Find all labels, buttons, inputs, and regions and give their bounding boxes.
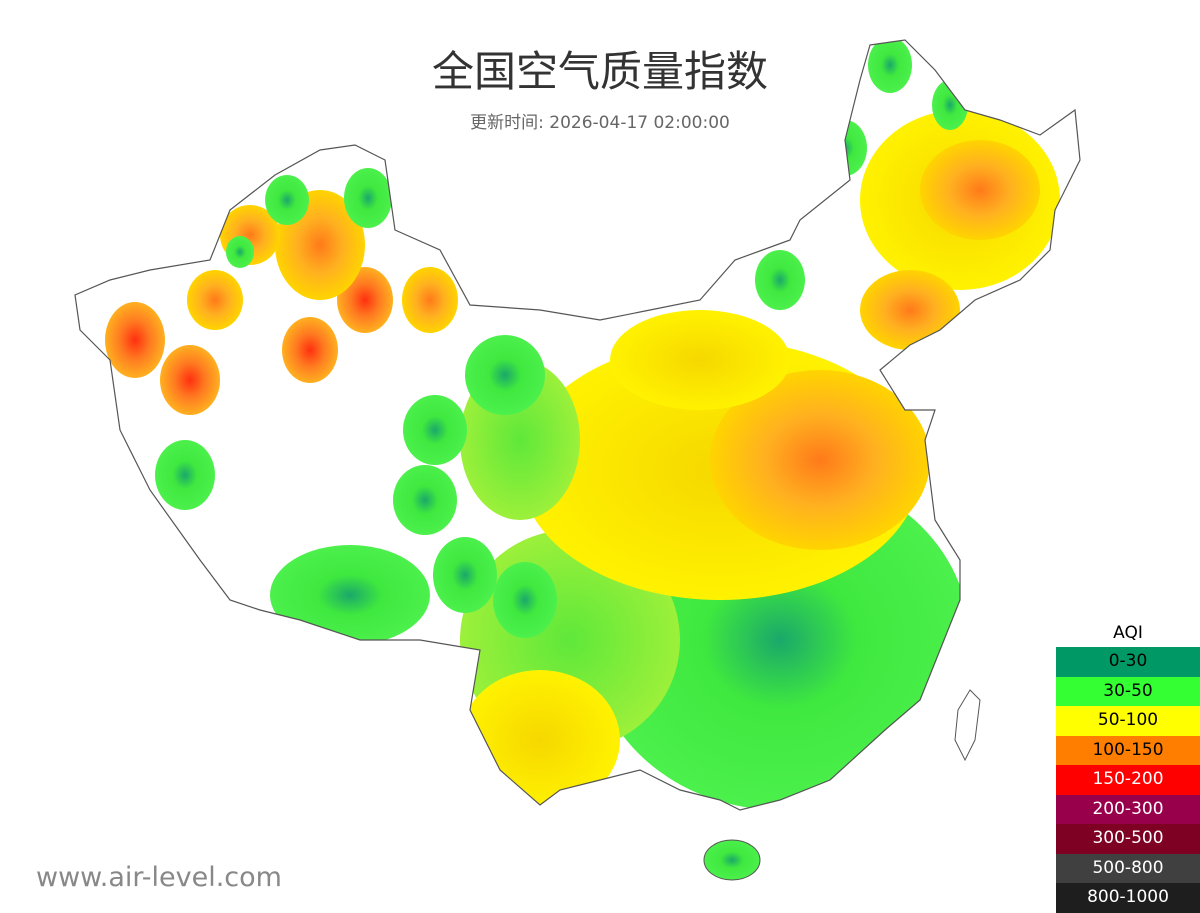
- legend-item: 100-150: [1056, 735, 1200, 765]
- legend-item: 300-500: [1056, 824, 1200, 854]
- subtitle: 更新时间: 2026-04-17 02:00:00: [470, 113, 730, 133]
- legend-item: 500-800: [1056, 853, 1200, 883]
- legend: AQI 0-30 30-50 50-100 100-150 150-200 200-300…: [1056, 620, 1200, 913]
- hainan: [703, 839, 761, 881]
- legend-item: 200-300: [1056, 794, 1200, 824]
- title: 全国空气质量指数: [431, 47, 768, 96]
- taiwan: [954, 689, 981, 762]
- country-border: [74, 39, 1081, 811]
- watermark: www.air-level.com: [36, 862, 282, 893]
- legend-item: 0-30: [1056, 647, 1200, 677]
- legend-item: 30-50: [1056, 676, 1200, 706]
- aqi-surface: [105, 40, 1060, 810]
- legend-title: AQI: [1113, 623, 1143, 643]
- legend-item: 150-200: [1056, 765, 1200, 795]
- legend-item: 800-1000: [1056, 883, 1200, 913]
- legend-item: 50-100: [1056, 706, 1200, 736]
